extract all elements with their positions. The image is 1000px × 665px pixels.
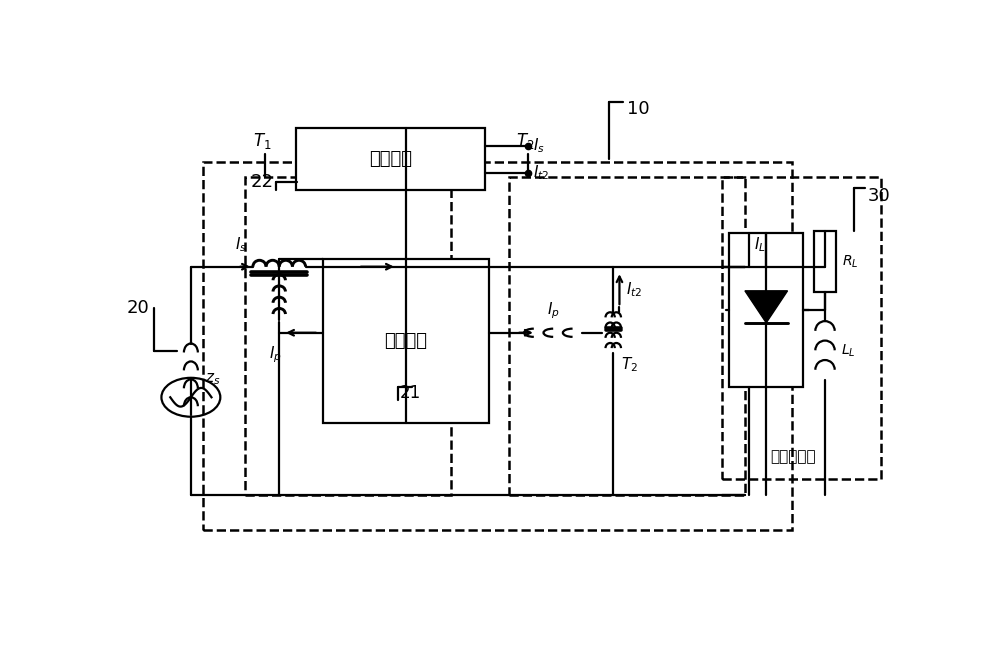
Text: $I_p$: $I_p$: [269, 344, 282, 364]
Bar: [814, 231, 836, 293]
Text: $T_2$: $T_2$: [621, 356, 638, 374]
Bar: [202, 162, 792, 531]
Polygon shape: [745, 291, 788, 323]
Text: $I_{t2}$: $I_{t2}$: [533, 164, 550, 182]
Text: $I_{t2}$: $I_{t2}$: [626, 280, 642, 299]
Text: 21: 21: [400, 384, 421, 402]
Text: $T_1$: $T_1$: [253, 132, 271, 152]
Text: $z_s$: $z_s$: [205, 372, 220, 387]
Bar: [296, 128, 485, 190]
Text: $T_2$: $T_2$: [516, 132, 535, 152]
Text: $L_L$: $L_L$: [841, 342, 855, 358]
Text: 逆变模块: 逆变模块: [384, 332, 427, 350]
Text: 22: 22: [251, 173, 274, 192]
Text: 20: 20: [127, 299, 150, 317]
Text: $R_L$: $R_L$: [842, 253, 859, 270]
Text: 非线性负载: 非线性负载: [771, 449, 816, 464]
Bar: [722, 177, 881, 479]
Text: $I_s$: $I_s$: [235, 235, 247, 254]
Text: 控制模块: 控制模块: [369, 150, 412, 168]
Bar: [729, 233, 803, 387]
Bar: [323, 259, 489, 423]
Text: $I_p$: $I_p$: [547, 301, 560, 321]
Text: 30: 30: [867, 188, 890, 205]
Text: $I_L$: $I_L$: [754, 235, 766, 254]
Text: $I_s$: $I_s$: [533, 136, 545, 155]
Text: 10: 10: [627, 100, 650, 118]
Bar: [509, 177, 745, 495]
Bar: [245, 177, 450, 495]
